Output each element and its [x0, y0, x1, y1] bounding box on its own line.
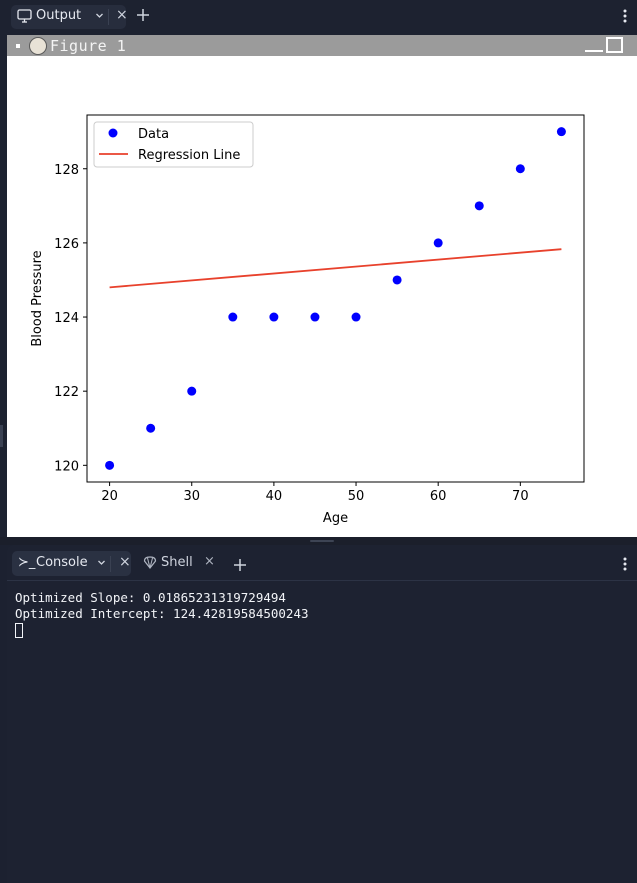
panel-splitter[interactable] [0, 537, 637, 545]
more-options-icon[interactable] [623, 557, 627, 571]
legend-box [93, 121, 254, 168]
data-point [146, 423, 156, 433]
close-icon[interactable]: × [204, 554, 215, 569]
maximize-icon[interactable] [606, 37, 623, 53]
tab-console-label: Console [36, 555, 88, 570]
legend-label-data: Data [138, 127, 169, 142]
x-tick-label: 40 [266, 489, 283, 504]
chevron-down-icon[interactable] [95, 11, 104, 20]
tab-divider [110, 556, 111, 572]
x-tick-label: 30 [183, 489, 200, 504]
data-point [474, 201, 484, 211]
minimize-icon[interactable] [585, 50, 603, 52]
y-tick-label: 128 [54, 163, 79, 178]
tab-shell[interactable]: Shell [161, 555, 193, 570]
console-output[interactable]: Optimized Slope: 0.01865231319729494 Opt… [15, 590, 309, 638]
console-panel: ≻_ Console × Shell × Optimized Slope: 0.… [7, 545, 637, 883]
data-point [556, 127, 566, 137]
add-tab-icon[interactable] [233, 558, 247, 572]
splitter-grip[interactable] [310, 540, 334, 542]
tab-output-label: Output [36, 8, 82, 23]
console-line: Optimized Intercept: 124.42819584500243 [15, 606, 309, 621]
output-panel: Output × Figure 1 20 30 40 50 60 70 120 122 124 1… [0, 0, 637, 537]
close-icon[interactable]: × [116, 7, 128, 23]
console-cursor-line[interactable] [15, 622, 309, 638]
data-point [228, 312, 238, 322]
tab-output[interactable]: Output × [11, 5, 128, 29]
add-tab-icon[interactable] [136, 8, 150, 22]
monitor-icon [17, 9, 32, 23]
data-point [187, 386, 197, 396]
data-point [269, 312, 279, 322]
data-point [515, 164, 525, 174]
output-tabbar: Output × [0, 0, 637, 34]
x-tick-label: 50 [348, 489, 365, 504]
chart: 20 30 40 50 60 70 120 122 124 126 128 Age Blood Pres… [30, 114, 585, 526]
figure-window: Figure 1 20 30 40 50 60 70 120 122 124 126 128 Age B… [7, 35, 637, 537]
tab-divider [108, 9, 109, 25]
legend-label-line: Regression Line [138, 148, 240, 163]
terminal-prompt-icon: ≻_ [18, 555, 36, 570]
more-options-icon[interactable] [623, 9, 627, 23]
data-point [351, 312, 361, 322]
shell-icon [143, 556, 157, 569]
y-tick-label: 124 [54, 311, 79, 326]
y-tick-label: 126 [54, 237, 79, 252]
data-point [433, 238, 443, 248]
text-cursor [15, 623, 23, 638]
x-axis-label: Age [323, 511, 348, 526]
matplotlib-logo-icon [29, 37, 47, 55]
data-point [392, 275, 402, 285]
tab-console[interactable]: ≻_ Console × [12, 551, 131, 576]
regression-line [109, 248, 562, 289]
y-axis-label: Blood Pressure [30, 250, 45, 346]
legend-marker-data [108, 128, 118, 138]
data-point [105, 460, 115, 470]
figure-title: Figure 1 [50, 37, 127, 55]
y-tick-label: 122 [54, 385, 79, 400]
y-tick-label: 120 [54, 459, 79, 474]
close-icon[interactable]: × [119, 554, 131, 570]
console-tabbar: ≻_ Console × Shell × [7, 545, 637, 581]
console-line: Optimized Slope: 0.01865231319729494 [15, 590, 286, 605]
window-menu-icon[interactable] [16, 44, 20, 48]
chevron-down-icon[interactable] [97, 558, 106, 567]
resize-handle[interactable] [0, 425, 3, 447]
data-point [310, 312, 320, 322]
x-tick-label: 60 [430, 489, 447, 504]
x-tick-label: 20 [101, 489, 118, 504]
figure-titlebar[interactable]: Figure 1 [7, 35, 637, 56]
x-tick-label: 70 [512, 489, 529, 504]
plot-area [86, 114, 585, 483]
